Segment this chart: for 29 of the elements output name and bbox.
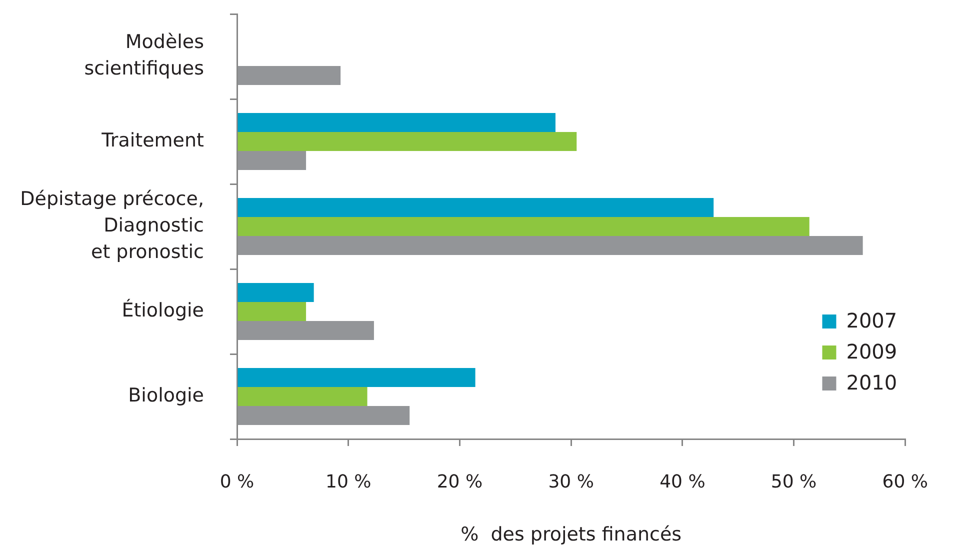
bar bbox=[238, 302, 306, 321]
y-tick-label: Modèles scientifiques bbox=[84, 31, 204, 80]
bar bbox=[238, 132, 577, 151]
x-tick-label: 50 % bbox=[770, 471, 817, 492]
bar bbox=[238, 217, 810, 236]
x-tick-label: 0 % bbox=[220, 471, 254, 492]
bar bbox=[238, 113, 556, 132]
bar bbox=[238, 283, 314, 302]
y-tick-label: Traitement bbox=[100, 129, 204, 152]
bar bbox=[238, 150, 306, 170]
x-tick-label: 30 % bbox=[548, 471, 594, 492]
bar bbox=[238, 66, 341, 85]
x-tick-label: 60 % bbox=[882, 471, 928, 492]
bar bbox=[238, 198, 714, 218]
legend-label: 2009 bbox=[846, 340, 898, 364]
x-axis-title: % des projets financés bbox=[460, 524, 682, 546]
y-tick-label: Étiologie bbox=[122, 298, 204, 322]
bar bbox=[238, 236, 863, 255]
bar bbox=[238, 320, 374, 340]
y-tick-label: Biologie bbox=[128, 384, 204, 406]
legend-label: 2007 bbox=[846, 308, 898, 333]
legend-label: 2010 bbox=[846, 370, 898, 395]
x-tick-label: 10 % bbox=[325, 471, 372, 492]
x-tick-label: 20 % bbox=[436, 471, 483, 492]
y-tick-label: Dépistage précoce, Diagnostic et pronostic bbox=[20, 188, 204, 264]
x-tick-label: 40 % bbox=[660, 471, 706, 492]
bar bbox=[238, 368, 476, 388]
bar bbox=[238, 387, 368, 406]
bar bbox=[238, 406, 410, 425]
